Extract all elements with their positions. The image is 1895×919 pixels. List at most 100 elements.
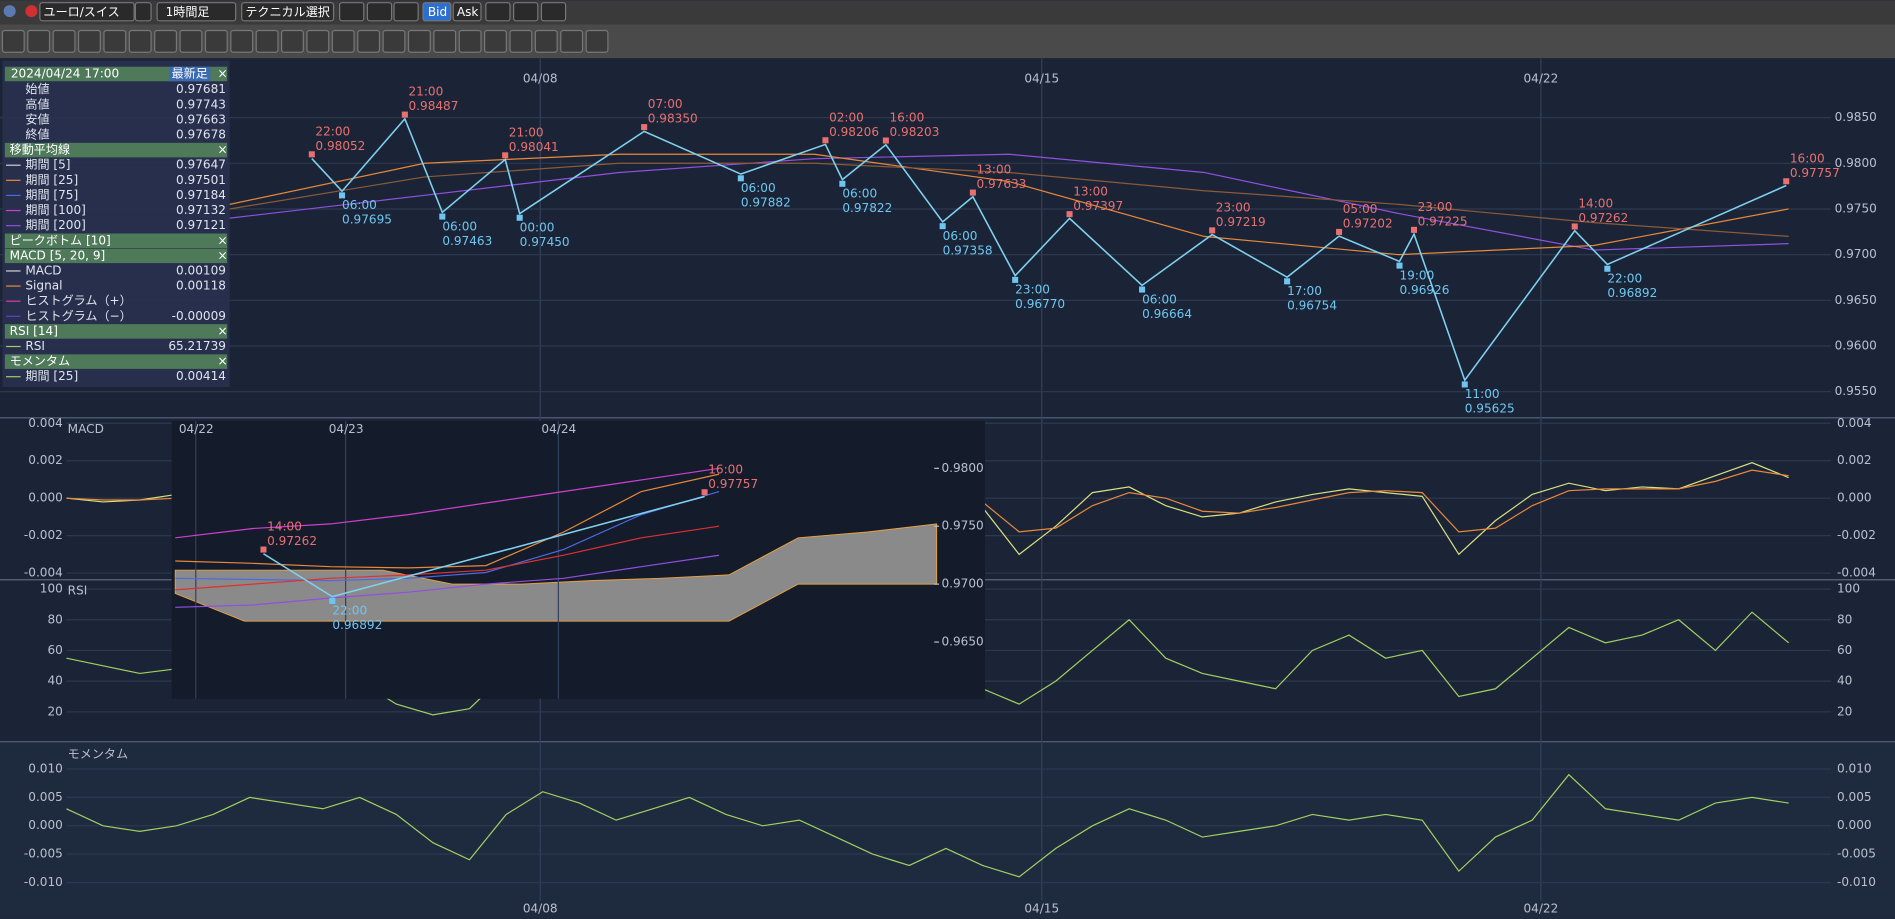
peak-marker: [641, 124, 648, 131]
series-line: [175, 473, 720, 569]
y-tick-label: 0.9600: [1835, 338, 1877, 352]
ask-button[interactable]: [452, 2, 482, 22]
peak-time: 05:00: [1343, 202, 1378, 216]
peak-price: 0.98350: [648, 112, 698, 126]
pair-dropdown[interactable]: [134, 2, 152, 22]
latest-button[interactable]: [169, 66, 211, 82]
drawing-tool[interactable]: [509, 29, 533, 53]
drawing-tool[interactable]: [382, 29, 406, 53]
drawing-tool[interactable]: [230, 29, 254, 53]
y-tick-label: 80: [47, 612, 62, 626]
tool-button[interactable]: [366, 2, 393, 22]
section-title: 移動平均線: [10, 142, 70, 157]
y-tick-label: 0.9650: [1835, 293, 1877, 307]
drawing-tool[interactable]: [204, 29, 228, 53]
peak-marker: [1336, 228, 1343, 235]
drawing-tool[interactable]: [357, 29, 381, 53]
drawing-tool[interactable]: [280, 29, 304, 53]
drawing-tool[interactable]: [1, 29, 25, 53]
drawing-tool[interactable]: [560, 29, 584, 53]
drawing-tool[interactable]: [52, 29, 76, 53]
drawing-tool[interactable]: [27, 29, 51, 53]
close-button[interactable]: ×: [218, 233, 228, 247]
drawing-tool[interactable]: [534, 29, 558, 53]
drawing-tool[interactable]: [484, 29, 507, 53]
drawing-tool[interactable]: [433, 29, 457, 53]
drawing-tool[interactable]: [77, 29, 101, 53]
close-button[interactable]: ×: [218, 248, 228, 262]
bid-label[interactable]: Bid: [428, 5, 447, 19]
technical-select[interactable]: [241, 2, 335, 22]
peak-time: 00:00: [520, 221, 555, 235]
peak-time: 16:00: [708, 462, 743, 476]
peak-time: 16:00: [889, 111, 924, 125]
close-button[interactable]: ×: [218, 354, 228, 368]
x-tick-label: 04/15: [1024, 902, 1059, 916]
ask-label[interactable]: Ask: [457, 5, 479, 19]
drawing-tool[interactable]: [154, 29, 178, 53]
drawing-tool[interactable]: [407, 29, 431, 53]
tool-button[interactable]: [513, 2, 539, 22]
tool-button[interactable]: [485, 2, 511, 22]
pair-select[interactable]: [39, 2, 135, 22]
latest-label[interactable]: 最新足: [172, 65, 208, 80]
peak-price: 0.98206: [829, 125, 879, 139]
drawing-tool[interactable]: [331, 29, 355, 53]
peak-marker: [1066, 211, 1073, 218]
section-header: [4, 354, 228, 369]
peak-price: 0.96770: [1015, 297, 1065, 311]
y-tick-label: -0.010: [1837, 875, 1876, 889]
panel-title: RSI: [68, 584, 88, 598]
bid-button[interactable]: [422, 2, 452, 22]
timeframe-select[interactable]: [156, 2, 237, 22]
panel-title: モメンタム: [68, 747, 128, 761]
y-tick-label: -0.002: [1837, 528, 1876, 542]
drawing-tool[interactable]: [103, 29, 127, 53]
drawing-tool[interactable]: [179, 29, 203, 53]
tool-button[interactable]: [393, 2, 419, 22]
flag-icon: [25, 5, 38, 18]
drawing-tool[interactable]: [128, 29, 152, 53]
section-header: [4, 233, 228, 249]
row-value: 0.00414: [176, 369, 226, 383]
drawing-tool[interactable]: [306, 29, 330, 53]
close-button[interactable]: ×: [218, 66, 228, 80]
peak-time: 11:00: [1465, 387, 1500, 401]
peak-marker: [1209, 227, 1216, 234]
drawing-tool[interactable]: [458, 29, 482, 53]
peak-time: 02:00: [829, 110, 864, 124]
section-title: ピークボトム [10]: [10, 233, 111, 247]
peak-time: 07:00: [648, 97, 683, 111]
pair-label[interactable]: ユーロ/スイス: [44, 5, 120, 19]
y-tick-label: -0.002: [24, 528, 63, 542]
peak-time: 06:00: [442, 219, 477, 233]
tool-button[interactable]: [338, 2, 365, 22]
peak-marker: [1571, 223, 1578, 230]
timeframe-label[interactable]: 1時間足: [166, 5, 210, 19]
close-button[interactable]: ×: [218, 324, 228, 338]
close-button[interactable]: ×: [218, 143, 228, 157]
peak-time: 22:00: [332, 604, 367, 618]
peak-price: 0.97822: [842, 201, 892, 215]
tool-button[interactable]: [540, 2, 567, 22]
y-tick-label: 0.9800: [941, 461, 983, 475]
row-label: MACD: [25, 263, 61, 277]
drawing-tool[interactable]: [255, 29, 279, 53]
peak-time: 06:00: [342, 198, 377, 212]
drawing-tool[interactable]: [585, 29, 609, 53]
peak-marker: [882, 137, 889, 144]
peak-time: 06:00: [741, 181, 776, 195]
technical-label[interactable]: テクニカル選択: [245, 5, 330, 19]
row-value: 0.97647: [176, 158, 226, 172]
y-tick-label: -0.010: [24, 875, 63, 889]
row-value: 0.00118: [176, 279, 226, 293]
y-tick-label: 0.000: [28, 818, 63, 832]
toolbar: ユーロ/スイス 1時間足 テクニカル選択 Bid Ask: [1, 2, 609, 53]
peak-price: 0.96754: [1287, 299, 1337, 313]
section-header: [4, 324, 228, 339]
peak-marker: [329, 597, 336, 604]
series-line: [229, 153, 1789, 251]
y-tick-label: 0.004: [1837, 416, 1872, 430]
peak-price: 0.97225: [1418, 214, 1468, 228]
